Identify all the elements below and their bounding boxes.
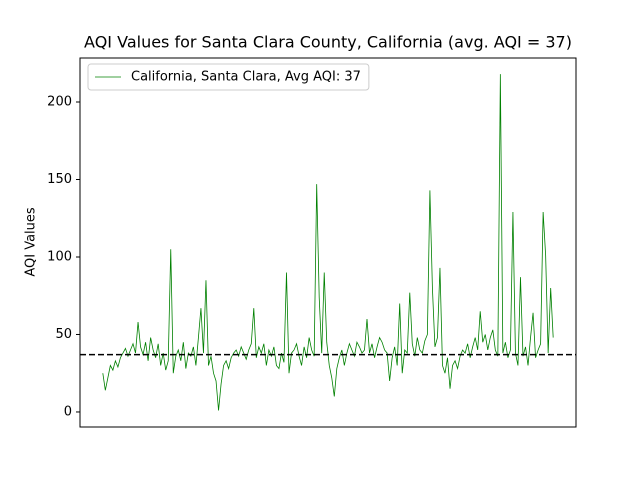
- y-tick-label: 150: [47, 172, 72, 187]
- y-axis-label: AQI Values: [24, 207, 39, 277]
- data-line: [102, 74, 554, 411]
- chart-title: AQI Values for Santa Clara County, Calif…: [84, 33, 572, 52]
- legend-label: California, Santa Clara, Avg AQI: 37: [131, 70, 361, 85]
- y-tick-label: 200: [47, 95, 72, 110]
- y-tick-label: 50: [55, 327, 72, 342]
- plot-frame: [79, 57, 577, 428]
- y-tick-label: 100: [47, 249, 72, 264]
- legend-box: [87, 63, 370, 91]
- y-tick-label: 0: [64, 404, 72, 419]
